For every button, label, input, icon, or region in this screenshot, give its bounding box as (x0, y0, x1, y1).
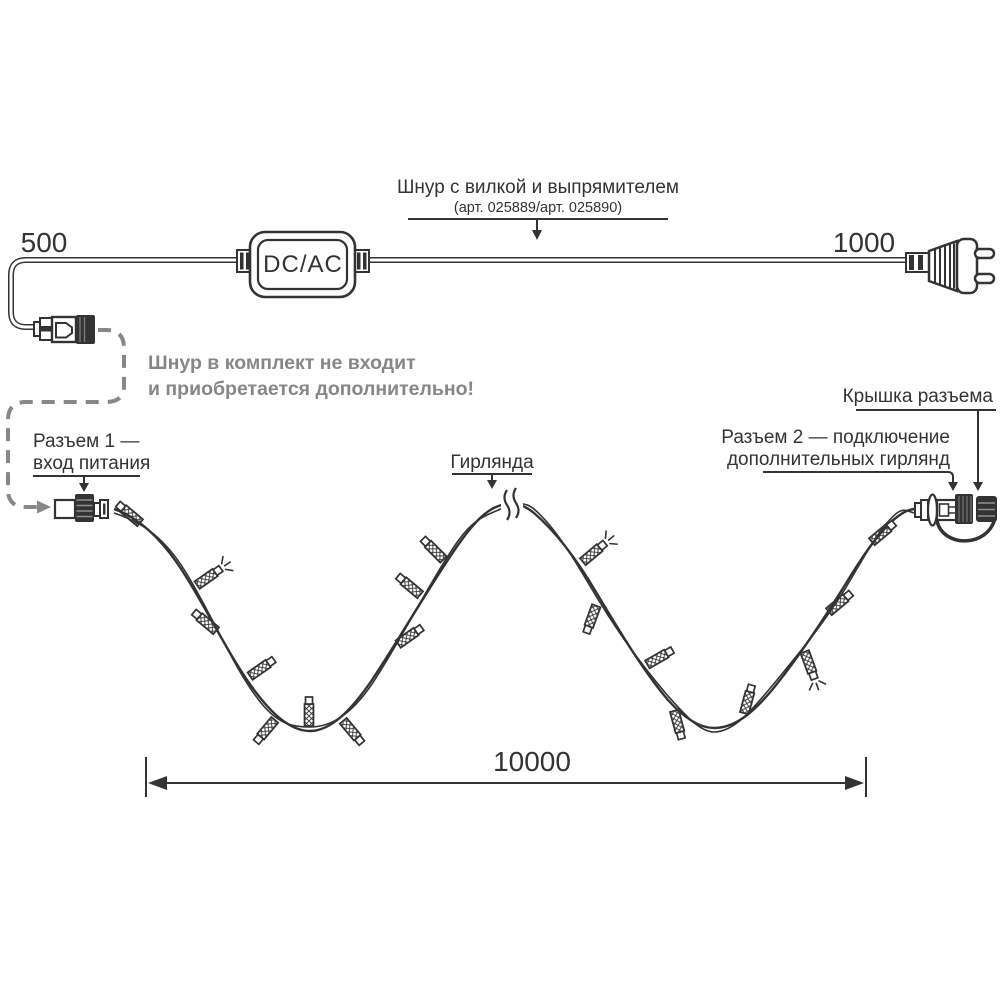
dcac-label: DC/AC (263, 251, 343, 278)
garland-lamp (644, 645, 676, 670)
power-cord-connector (33, 315, 95, 344)
accessory-note: Шнур в комплект не входит и приобретаетс… (148, 352, 474, 400)
dim-arrow-left (148, 776, 167, 790)
plug-pin-bottom (973, 272, 996, 285)
garland-callout: Гирлянда (450, 452, 534, 489)
connector2-label-line2: дополнительных гирлянд (727, 449, 950, 470)
garland-lamp (581, 603, 602, 636)
dashed-arrowhead (37, 500, 51, 514)
dim-1000-label: 1000 (833, 227, 895, 258)
dim-arrow-right (845, 776, 864, 790)
plug-pin-top (973, 247, 996, 260)
garland-lamp (338, 717, 367, 747)
connector2-callout: Разъем 2 — подключение дополнительных ги… (721, 427, 958, 491)
dimension-10000: 10000 (145, 746, 867, 797)
callout-arrowhead (948, 482, 958, 491)
callout-arrowhead (79, 483, 89, 492)
garland-lamp (418, 534, 448, 564)
cap-lanyard (935, 517, 997, 543)
dim-500-label: 500 (21, 227, 68, 258)
garland-lamps (114, 499, 898, 747)
garland-lamp (394, 571, 424, 600)
connector1-callout: Разъем 1 — вход питания (33, 431, 150, 492)
dashed-route (6, 328, 126, 514)
garland-label: Гирлянда (450, 452, 534, 473)
callout-arrowhead (487, 480, 497, 489)
garland-lamp (246, 654, 278, 681)
garland-lamp (193, 563, 225, 590)
garland-lamp (190, 607, 220, 636)
cap-callout: Крышка разъема (843, 386, 996, 491)
connector2-label-line1: Разъем 2 — подключение (721, 427, 950, 448)
cap-label: Крышка разъема (843, 386, 994, 407)
cord-callout: Шнур с вилкой и выпрямителем (арт. 02588… (397, 177, 679, 240)
dcac-converter: DC/AC (236, 230, 370, 299)
lamp-rays-icon (806, 677, 828, 695)
accessory-note-line2: и приобретается дополнительно! (148, 378, 474, 400)
garland-lamp (868, 518, 898, 547)
cord-callout-subtitle: (арт. 025889/арт. 025890) (454, 200, 622, 216)
garland-lamp (251, 716, 280, 746)
garland-wire (113, 502, 917, 733)
dimension-value: 10000 (493, 746, 571, 777)
garland-lamp (579, 538, 609, 567)
connector1-label-line2: вход питания (33, 453, 150, 474)
cord-callout-title: Шнур с вилкой и выпрямителем (397, 177, 679, 198)
power-cord (8, 257, 908, 330)
wire-break-icon (501, 487, 523, 521)
connector1-label-line1: Разъем 1 — (33, 431, 139, 452)
callout-arrowhead (532, 230, 542, 240)
garland-connector-2 (914, 493, 997, 543)
connector-cap (976, 496, 997, 522)
callout-arrowhead (973, 482, 983, 491)
accessory-note-line1: Шнур в комплект не входит (148, 352, 416, 374)
garland-lamp (799, 649, 820, 682)
connector-cap-black (76, 315, 95, 344)
garland-lamp (303, 696, 315, 727)
garland-connector-1 (53, 494, 109, 522)
power-plug (905, 237, 996, 295)
garland-lamp (114, 499, 144, 528)
